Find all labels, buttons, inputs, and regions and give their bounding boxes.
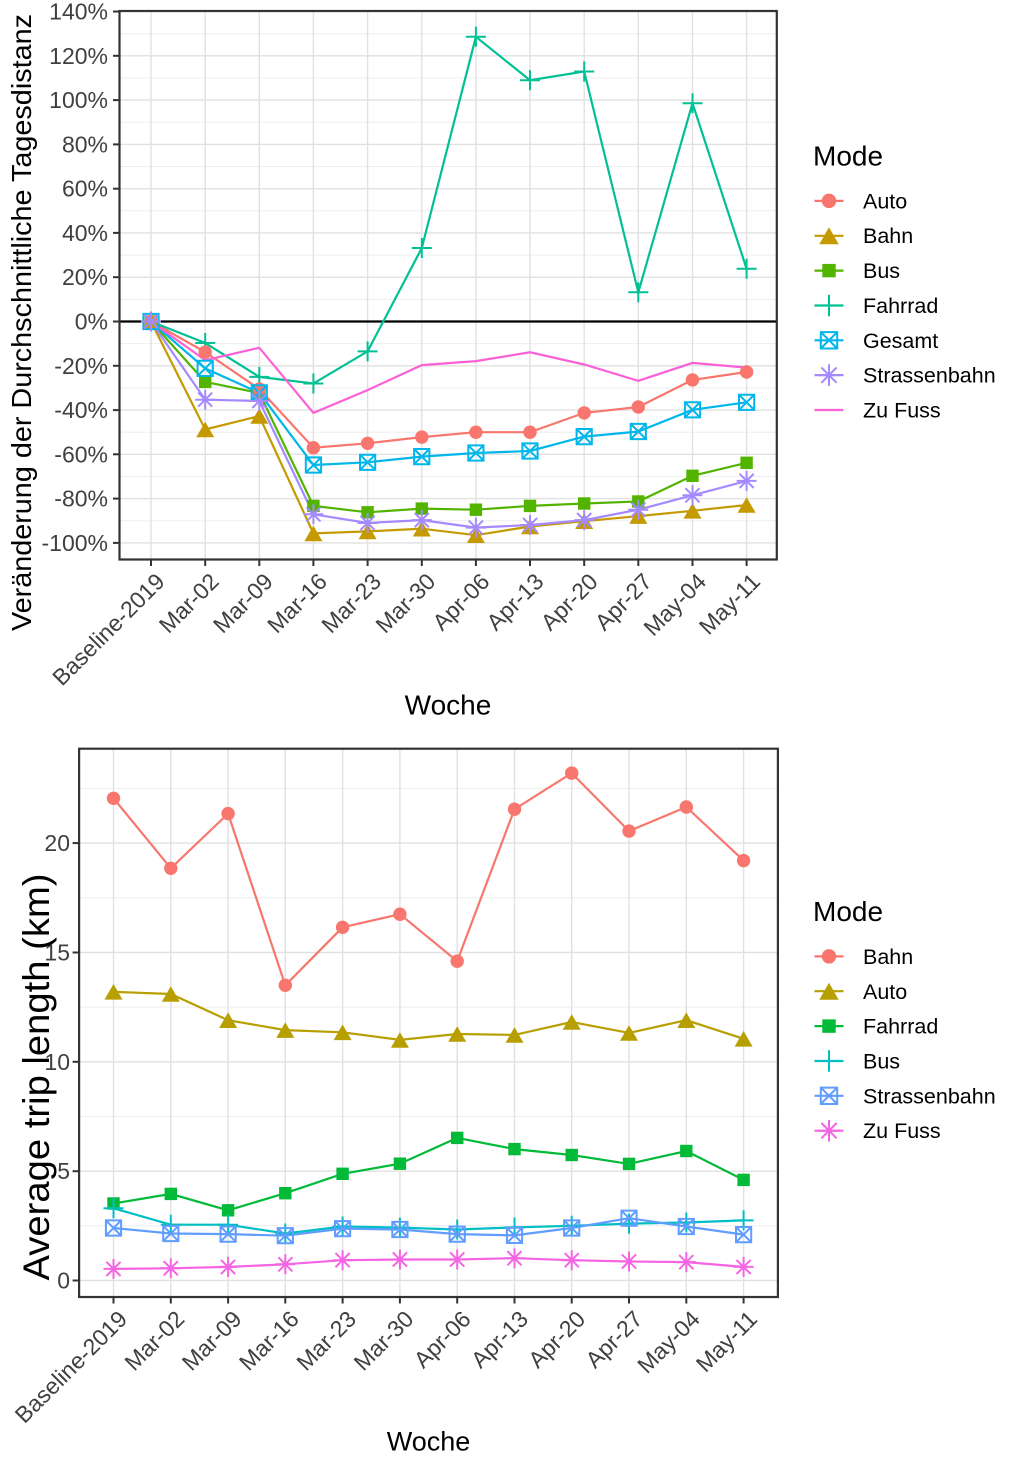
svg-text:100%: 100%	[49, 87, 108, 113]
svg-text:Auto: Auto	[863, 980, 907, 1004]
svg-text:Auto: Auto	[863, 189, 907, 213]
svg-text:120%: 120%	[49, 43, 108, 69]
svg-text:Strassenbahn: Strassenbahn	[863, 364, 996, 388]
svg-text:-20%: -20%	[54, 353, 108, 379]
svg-text:Fahrrad: Fahrrad	[863, 294, 938, 318]
svg-text:Bus: Bus	[863, 259, 900, 283]
svg-text:60%: 60%	[62, 176, 108, 202]
svg-text:-40%: -40%	[54, 397, 108, 423]
svg-text:5: 5	[57, 1158, 70, 1184]
svg-text:Zu Fuss: Zu Fuss	[863, 1119, 941, 1143]
svg-text:Average trip length (km): Average trip length (km)	[16, 874, 57, 1281]
svg-text:Woche: Woche	[387, 1427, 471, 1457]
svg-text:140%: 140%	[49, 0, 108, 25]
svg-text:10: 10	[44, 1049, 70, 1075]
svg-text:Veränderung der Durchschnittli: Veränderung der Durchschnittliche Tagesd…	[6, 14, 37, 631]
svg-text:Bahn: Bahn	[863, 945, 913, 969]
svg-text:0: 0	[57, 1268, 70, 1294]
svg-text:Fahrrad: Fahrrad	[863, 1015, 938, 1039]
svg-text:20%: 20%	[62, 264, 108, 290]
svg-text:Strassenbahn: Strassenbahn	[863, 1084, 996, 1108]
svg-text:-80%: -80%	[54, 486, 108, 512]
svg-text:Bahn: Bahn	[863, 224, 913, 248]
svg-text:Mode: Mode	[813, 896, 883, 927]
svg-text:Mode: Mode	[813, 141, 883, 172]
svg-text:15: 15	[44, 940, 70, 966]
svg-text:0%: 0%	[75, 309, 108, 335]
svg-text:-100%: -100%	[42, 530, 108, 556]
svg-text:40%: 40%	[62, 220, 108, 246]
svg-text:80%: 80%	[62, 131, 108, 157]
svg-text:Bus: Bus	[863, 1050, 900, 1074]
svg-text:Woche: Woche	[405, 690, 492, 721]
svg-text:-60%: -60%	[54, 441, 108, 467]
svg-text:Zu Fuss: Zu Fuss	[863, 399, 941, 423]
svg-text:Gesamt: Gesamt	[863, 329, 938, 353]
svg-text:20: 20	[44, 830, 70, 856]
